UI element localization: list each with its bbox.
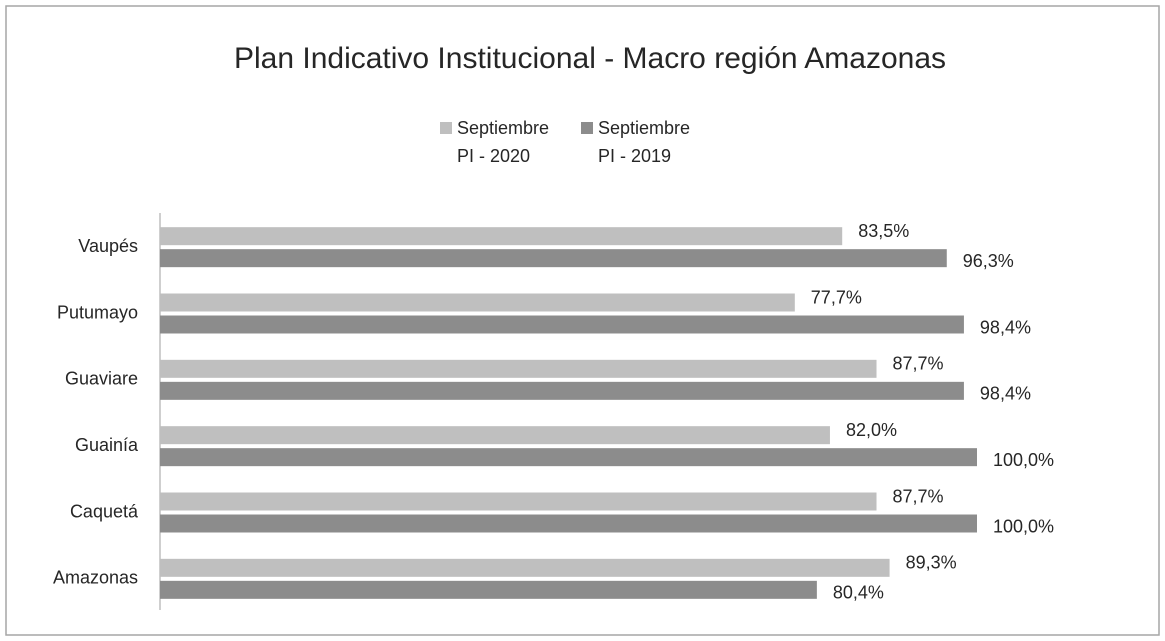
y-tick-label: Amazonas [53, 568, 138, 588]
data-label: 80,4% [833, 583, 884, 603]
data-label: 87,7% [893, 486, 944, 506]
bar [160, 293, 795, 312]
bar [160, 359, 877, 378]
y-tick-label: Putumayo [57, 302, 138, 322]
data-label: 87,7% [893, 354, 944, 374]
legend-label: Septiembre PI - 2019 [598, 118, 691, 166]
bar [160, 558, 890, 577]
data-label: 77,7% [811, 287, 862, 307]
data-label: 82,0% [846, 420, 897, 440]
data-label: 100,0% [993, 450, 1054, 470]
data-label: 100,0% [993, 516, 1054, 536]
legend-label: Septiembre PI - 2020 [457, 118, 550, 166]
bar [160, 315, 964, 334]
data-label: 96,3% [963, 251, 1014, 271]
data-label: 98,4% [980, 384, 1031, 404]
bar [160, 249, 947, 268]
data-label: 89,3% [906, 553, 957, 573]
data-label: 83,5% [858, 221, 909, 241]
bar [160, 514, 977, 533]
legend-swatch [581, 122, 593, 134]
y-tick-label: Guaviare [65, 369, 138, 389]
bar [160, 580, 817, 599]
bar [160, 227, 843, 246]
legend-swatch [440, 122, 452, 134]
chart-title: Plan Indicativo Institucional - Macro re… [234, 42, 946, 75]
bar [160, 381, 964, 400]
data-label: 98,4% [980, 317, 1031, 337]
legend: Septiembre PI - 2020 Septiembre PI - 2019 [440, 114, 722, 170]
y-tick-label: Guainía [75, 435, 139, 455]
bar [160, 426, 830, 445]
legend-item: Septiembre PI - 2020 [440, 114, 569, 170]
legend-item: Septiembre PI - 2019 [581, 114, 710, 170]
bar [160, 448, 977, 467]
chart-border [5, 5, 1160, 636]
bar [160, 492, 877, 511]
y-tick-label: Vaupés [78, 236, 138, 256]
y-tick-label: Caquetá [70, 501, 139, 521]
